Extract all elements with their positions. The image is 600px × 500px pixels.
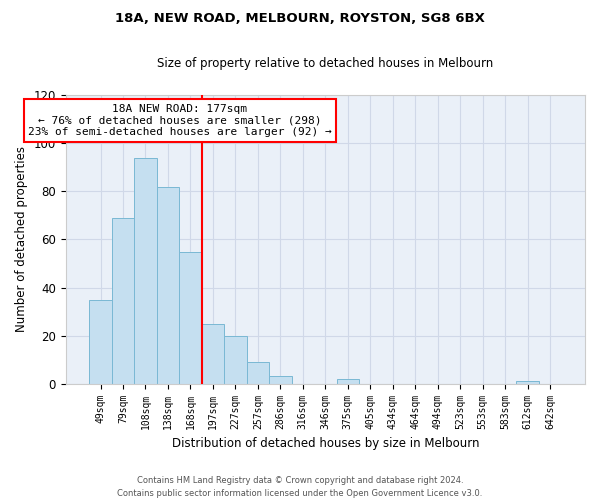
Bar xyxy=(337,379,359,384)
X-axis label: Distribution of detached houses by size in Melbourn: Distribution of detached houses by size … xyxy=(172,437,479,450)
Bar xyxy=(224,336,247,384)
Bar xyxy=(517,382,539,384)
Bar xyxy=(247,362,269,384)
Bar xyxy=(269,376,292,384)
Text: 18A, NEW ROAD, MELBOURN, ROYSTON, SG8 6BX: 18A, NEW ROAD, MELBOURN, ROYSTON, SG8 6B… xyxy=(115,12,485,26)
Bar xyxy=(112,218,134,384)
Bar xyxy=(202,324,224,384)
Bar xyxy=(134,158,157,384)
Y-axis label: Number of detached properties: Number of detached properties xyxy=(15,146,28,332)
Text: Contains HM Land Registry data © Crown copyright and database right 2024.
Contai: Contains HM Land Registry data © Crown c… xyxy=(118,476,482,498)
Bar xyxy=(157,186,179,384)
Text: 18A NEW ROAD: 177sqm
← 76% of detached houses are smaller (298)
23% of semi-deta: 18A NEW ROAD: 177sqm ← 76% of detached h… xyxy=(28,104,332,137)
Bar xyxy=(89,300,112,384)
Bar xyxy=(179,252,202,384)
Title: Size of property relative to detached houses in Melbourn: Size of property relative to detached ho… xyxy=(157,58,493,70)
